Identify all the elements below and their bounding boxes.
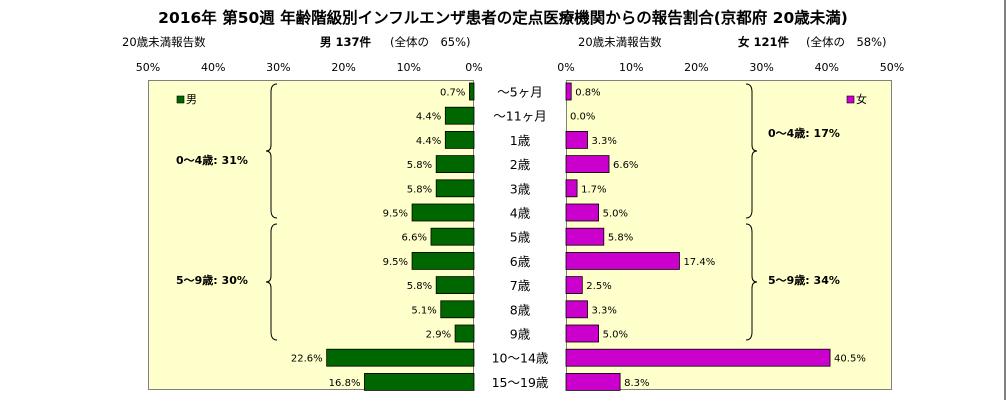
female-legend-label: 女 <box>856 92 867 106</box>
female-axis-tick-label: 50% <box>880 61 904 74</box>
female-bar <box>565 372 621 391</box>
female-bar-value-label: 0.8% <box>575 88 600 99</box>
male-bar <box>444 130 475 149</box>
male-0-4-brace <box>265 83 278 219</box>
chart-title: 2016年 第50週 年齢階級別インフルエンザ患者の定点医療機関からの報告割合(… <box>158 9 848 27</box>
male-bar-value-label: 5.8% <box>407 281 432 292</box>
male-bar <box>411 251 475 270</box>
female-bar <box>565 324 599 343</box>
male-bar-value-label: 0.7% <box>440 88 465 99</box>
age-category-label: 9歳 <box>510 327 531 342</box>
male-bar-value-label: 9.5% <box>383 209 408 220</box>
male-bar-value-label: 9.5% <box>383 257 408 268</box>
age-category-label: 3歳 <box>510 181 531 196</box>
window-frame-edge <box>1004 0 1006 400</box>
male-bar-value-label: 22.6% <box>291 354 323 365</box>
male-axis-tick-label: 0% <box>465 61 482 74</box>
female-bar <box>565 82 572 101</box>
male-bar-value-label: 5.1% <box>411 305 436 316</box>
female-0-4-brace <box>745 83 758 219</box>
female-legend-swatch <box>846 95 855 104</box>
male-bar <box>444 106 475 125</box>
male-bar-value-label: 4.4% <box>416 112 441 123</box>
male-count-label: 20歳未満報告数 <box>122 35 206 49</box>
male-axis-tick-label: 10% <box>397 61 421 74</box>
male-bar <box>440 300 475 319</box>
female-plot-area <box>566 80 892 390</box>
female-count-label: 20歳未満報告数 <box>578 35 662 49</box>
female-axis-tick-label: 30% <box>749 61 773 74</box>
male-legend-label: 男 <box>186 93 197 106</box>
female-0-4-annotation: 0～4歳: 17% <box>768 127 840 140</box>
male-bar-value-label: 16.8% <box>329 378 361 389</box>
age-category-label: 2歳 <box>510 157 531 172</box>
male-5-9-annotation: 5～9歳: 30% <box>176 274 248 287</box>
age-category-label: ～5ヶ月 <box>497 85 542 100</box>
male-5-9-brace <box>265 223 278 341</box>
female-bar-value-label: 1.7% <box>581 184 606 195</box>
male-axis-tick-label: 50% <box>136 61 160 74</box>
female-bar <box>565 348 831 367</box>
female-5-9-annotation: 5～9歳: 34% <box>768 274 840 287</box>
female-summary: 女 121件 <box>738 35 790 49</box>
female-bar <box>565 179 578 198</box>
age-category-label: ～11ヶ月 <box>493 109 546 124</box>
age-category-label: 5歳 <box>510 230 531 245</box>
male-legend-swatch <box>176 95 185 104</box>
age-category-label: 10～14歳 <box>492 351 549 366</box>
female-bar-value-label: 3.3% <box>592 305 617 316</box>
female-axis-tick-label: 0% <box>557 61 574 74</box>
age-category-label: 4歳 <box>510 206 531 221</box>
age-category-label: 15～19歳 <box>492 375 549 390</box>
female-share: (全体の 58%) <box>806 35 887 49</box>
male-bar <box>411 203 475 222</box>
female-bar-value-label: 5.0% <box>603 330 628 341</box>
female-bar-value-label: 17.4% <box>683 257 715 268</box>
male-summary: 男 137件 <box>320 35 372 49</box>
age-category-label: 1歳 <box>510 133 531 148</box>
male-share: (全体の 65%) <box>390 35 471 49</box>
male-axis-tick-label: 40% <box>201 61 225 74</box>
female-axis-tick-label: 10% <box>619 61 643 74</box>
female-bar-value-label: 5.0% <box>603 209 628 220</box>
female-bar <box>565 203 599 222</box>
male-plot-area <box>148 80 474 390</box>
male-bar <box>326 348 475 367</box>
age-category-label: 7歳 <box>510 278 531 293</box>
age-category-label: 6歳 <box>510 254 531 269</box>
female-bar-value-label: 5.8% <box>608 233 633 244</box>
male-bar-value-label: 5.8% <box>407 184 432 195</box>
male-bar <box>364 372 475 391</box>
female-bar <box>565 130 588 149</box>
male-0-4-annotation: 0～4歳: 31% <box>176 154 248 167</box>
male-axis-tick-label: 20% <box>331 61 355 74</box>
female-bar-value-label: 8.3% <box>624 378 649 389</box>
male-bar <box>435 276 475 295</box>
male-bar-value-label: 6.6% <box>402 233 427 244</box>
female-bar <box>565 300 588 319</box>
male-bar <box>454 324 475 343</box>
male-bar-value-label: 5.8% <box>407 160 432 171</box>
male-bar <box>435 179 475 198</box>
male-bar <box>430 227 475 246</box>
female-bar-value-label: 3.3% <box>592 136 617 147</box>
female-bar-value-label: 6.6% <box>613 160 638 171</box>
male-bar <box>435 155 475 174</box>
male-bar-value-label: 4.4% <box>416 136 441 147</box>
male-axis-tick-label: 30% <box>266 61 290 74</box>
female-bar <box>565 276 583 295</box>
female-bar <box>565 227 605 246</box>
female-bar-value-label: 2.5% <box>586 281 611 292</box>
female-bar <box>565 251 680 270</box>
age-category-label: 8歳 <box>510 302 531 317</box>
female-bar-value-label: 0.0% <box>570 112 595 123</box>
male-bar-value-label: 2.9% <box>426 330 451 341</box>
female-bar-value-label: 40.5% <box>834 354 866 365</box>
female-bar <box>565 155 610 174</box>
male-bar <box>469 82 475 101</box>
female-axis-tick-label: 40% <box>815 61 839 74</box>
female-5-9-brace <box>745 223 758 341</box>
female-axis-tick-label: 20% <box>684 61 708 74</box>
